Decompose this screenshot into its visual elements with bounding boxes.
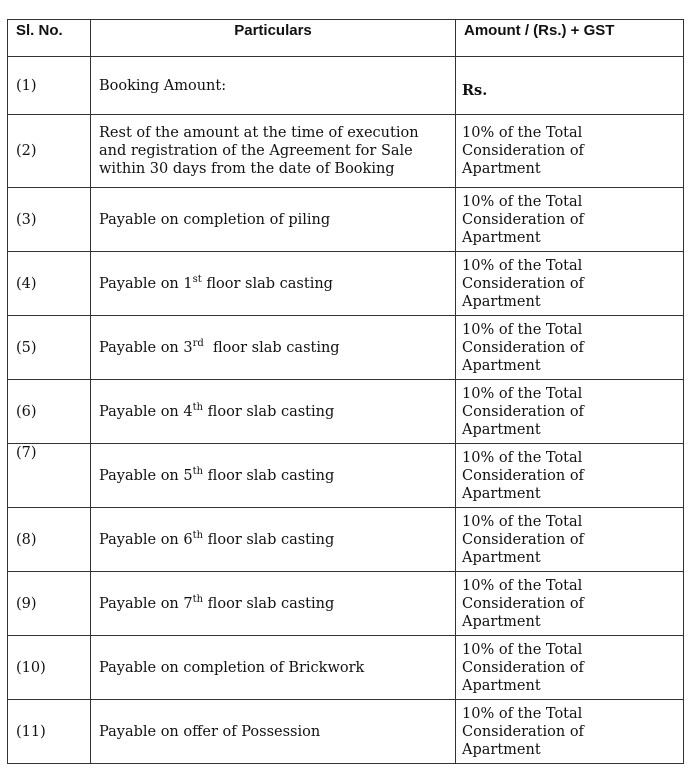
ordinal-suffix: th (192, 529, 204, 541)
amount-text: 10% of the Total Consideration of Apartm… (462, 257, 584, 310)
amount-text: 10% of the Total Consideration of Apartm… (462, 125, 584, 177)
particulars-text: Payable on completion of Brickwork (99, 659, 365, 676)
table-row: (11) Payable on offer of Possession 10% of… (7, 699, 684, 764)
header-row: Sl. No. Particulars Amount / (Rs.) + GST (7, 19, 684, 57)
sl-no-cell: (5) (7, 315, 91, 380)
particulars-cell: Payable on 4th floor slab casting (90, 379, 456, 444)
particulars-text: Payable on 1 (99, 275, 193, 292)
amount-cell: 10% of the Total Consideration of Apartm… (455, 635, 684, 700)
particulars-cell: Payable on offer of Possession (90, 699, 456, 764)
table-row: (6) Payable on 4th floor slab casting 10% … (7, 379, 684, 444)
table-row: (3) Payable on completion of piling 10% of… (7, 187, 684, 252)
particulars-cell: Payable on 1st floor slab casting (90, 251, 456, 316)
particulars-text: Payable on 5 (99, 467, 193, 484)
header-sl-no: Sl. No. (7, 19, 91, 57)
amount-cell: 10% of the Total Consideration of Apartm… (455, 507, 684, 572)
sl-no-cell: (3) (7, 187, 91, 252)
amount-text: 10% of the Total Consideration of Apartm… (462, 513, 584, 566)
sl-no-cell: (9) (7, 571, 91, 636)
particulars-text: Payable on 3 (99, 339, 193, 356)
particulars-cell: Payable on 7th floor slab casting (90, 571, 456, 636)
sl-no-cell: (2) (7, 114, 91, 188)
amount-cell: 10% of the Total Consideration of Apartm… (455, 699, 684, 764)
amount-text: 10% of the Total Consideration of Apartm… (462, 577, 584, 630)
amount-cell: Rs. (455, 56, 684, 115)
amount-text: 10% of the Total Consideration of Apartm… (462, 193, 584, 246)
table-row: (2) Rest of the amount at the time of exe… (7, 114, 684, 188)
particulars-text: Booking Amount: (99, 77, 227, 94)
particulars-cell: Payable on completion of piling (90, 187, 456, 252)
sl-no-cell: (1) (7, 56, 91, 115)
payment-schedule-table: Sl. No. Particulars Amount / (Rs.) + GST… (7, 19, 684, 764)
particulars-cell: Rest of the amount at the time of execut… (90, 114, 456, 188)
header-particulars: Particulars (90, 19, 456, 57)
ordinal-suffix: th (192, 465, 204, 477)
header-amount: Amount / (Rs.) + GST (455, 19, 684, 57)
ordinal-suffix: th (192, 593, 204, 605)
sl-no-cell: (8) (7, 507, 91, 572)
ordinal-suffix: rd (192, 337, 204, 349)
particulars-text-rest: floor slab casting (203, 403, 335, 420)
particulars-cell: Payable on 5th floor slab casting (90, 443, 456, 508)
particulars-text: Payable on completion of piling (99, 211, 331, 228)
amount-cell: 10% of the Total Consideration of Apartm… (455, 114, 684, 188)
amount-text: 10% of the Total Consideration of Apartm… (462, 449, 584, 502)
amount-text: 10% of the Total Consideration of Apartm… (462, 705, 584, 758)
table-row: (5) Payable on 3rd floor slab casting 10% … (7, 315, 684, 380)
amount-cell: 10% of the Total Consideration of Apartm… (455, 443, 684, 508)
amount-text: Rs. (462, 81, 488, 99)
particulars-text: Payable on 4 (99, 403, 193, 420)
particulars-cell: Payable on 3rd floor slab casting (90, 315, 456, 380)
table-row: (4) Payable on 1st floor slab casting 10% … (7, 251, 684, 316)
ordinal-suffix: st (192, 273, 202, 285)
table-row: (9) Payable on 7th floor slab casting 10% … (7, 571, 684, 636)
table-row: (1) Booking Amount: Rs. (7, 56, 684, 115)
amount-cell: 10% of the Total Consideration of Apartm… (455, 187, 684, 252)
amount-cell: 10% of the Total Consideration of Apartm… (455, 251, 684, 316)
particulars-text-rest: floor slab casting (203, 467, 335, 484)
particulars-text: Payable on 6 (99, 531, 193, 548)
amount-text: 10% of the Total Consideration of Apartm… (462, 385, 584, 438)
amount-cell: 10% of the Total Consideration of Apartm… (455, 571, 684, 636)
table-row: (10) Payable on completion of Brickwork 10… (7, 635, 684, 700)
amount-text: 10% of the Total Consideration of Apartm… (462, 321, 584, 374)
particulars-cell: Payable on completion of Brickwork (90, 635, 456, 700)
amount-text: 10% of the Total Consideration of Apartm… (462, 641, 584, 694)
particulars-text: Payable on 7 (99, 595, 193, 612)
table-row: (8) Payable on 6th floor slab casting 10% … (7, 507, 684, 572)
ordinal-suffix: th (192, 401, 204, 413)
particulars-text-rest: floor slab casting (203, 531, 335, 548)
sl-no-cell: (6) (7, 379, 91, 444)
sl-no-cell: (4) (7, 251, 91, 316)
particulars-text: Rest of the amount at the time of execut… (99, 125, 419, 177)
particulars-cell: Payable on 6th floor slab casting (90, 507, 456, 572)
sl-no-cell: (11) (7, 699, 91, 764)
particulars-text-rest: floor slab casting (203, 339, 340, 356)
particulars-cell: Booking Amount: (90, 56, 456, 115)
particulars-text: Payable on offer of Possession (99, 723, 321, 740)
amount-cell: 10% of the Total Consideration of Apartm… (455, 315, 684, 380)
sl-no-cell: (10) (7, 635, 91, 700)
amount-cell: 10% of the Total Consideration of Apartm… (455, 379, 684, 444)
sl-no-cell: (7) (7, 443, 91, 508)
particulars-text-rest: floor slab casting (201, 275, 333, 292)
particulars-text-rest: floor slab casting (203, 595, 335, 612)
table-row: (7) Payable on 5th floor slab casting 10% … (7, 443, 684, 508)
